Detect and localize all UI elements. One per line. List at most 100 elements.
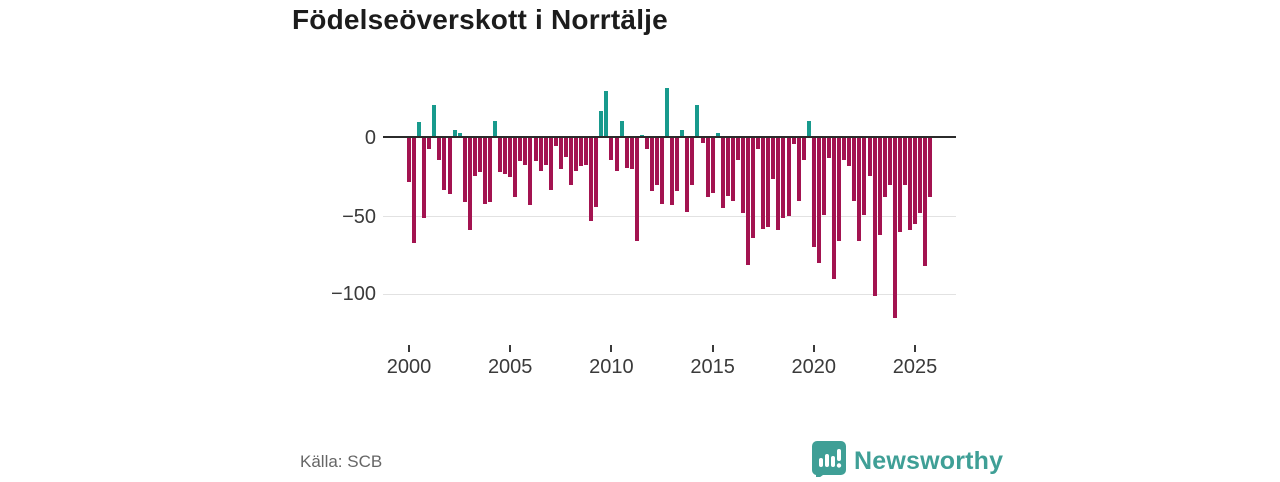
bar: [928, 138, 933, 197]
bar: [766, 138, 771, 227]
bar: [452, 130, 457, 138]
bar: [690, 138, 695, 185]
bar: [751, 138, 756, 238]
zero-axis-line: [383, 136, 956, 138]
bar: [629, 138, 634, 169]
x-axis: 2000 2005 2010 2015 2020 2025: [387, 0, 937, 480]
bar: [892, 138, 897, 318]
bar: [887, 138, 892, 185]
y-axis-label-minus100: −100: [330, 283, 376, 305]
bar: [670, 138, 675, 205]
bar: [913, 138, 917, 224]
bar: [482, 138, 487, 204]
bar: [417, 122, 422, 138]
bar: [710, 138, 715, 193]
bar: [806, 121, 811, 138]
bar: [543, 138, 548, 165]
bar: [533, 138, 538, 161]
bar: [568, 138, 573, 185]
bar: [634, 138, 639, 241]
x-tick-mark: [711, 345, 714, 352]
bar: [447, 138, 452, 194]
gridline-minus100: [383, 294, 956, 295]
bar: [776, 138, 781, 230]
bar: [781, 138, 786, 218]
bar: [649, 138, 654, 191]
bar: [574, 138, 578, 171]
bar: [518, 138, 523, 161]
bar: [715, 133, 720, 138]
bar: [472, 138, 477, 176]
bar: [695, 105, 700, 138]
bar: [508, 138, 513, 177]
bar: [735, 138, 740, 160]
bar: [837, 138, 842, 241]
bar: [675, 138, 680, 191]
bar: [432, 105, 437, 138]
y-axis-label-minus50: −50: [342, 206, 376, 228]
bar: [488, 138, 492, 202]
bar: [816, 138, 821, 263]
bar: [741, 138, 745, 213]
bar: [842, 138, 847, 160]
bar: [882, 138, 887, 197]
bar: [437, 138, 442, 160]
x-axis-label: 2025: [892, 356, 938, 378]
bar: [462, 138, 467, 202]
bar: [852, 138, 857, 201]
bar: [624, 138, 629, 168]
bar: [498, 138, 503, 172]
x-tick-mark: [610, 345, 613, 352]
bar: [725, 138, 730, 196]
x-tick-mark: [812, 345, 815, 352]
bar-chart-speech-bubble-icon: [811, 440, 846, 482]
bar: [654, 138, 659, 185]
bar: [614, 138, 619, 171]
bar: [604, 91, 609, 138]
bar: [756, 138, 761, 149]
x-axis-label: 2010: [589, 356, 634, 378]
x-axis-label: 2015: [690, 356, 735, 378]
x-tick-mark: [509, 345, 512, 352]
bar: [918, 138, 923, 213]
bar: [801, 138, 806, 160]
bar: [872, 138, 877, 296]
bar: [493, 121, 497, 138]
bar: [422, 138, 427, 218]
bar: [771, 138, 776, 179]
bar: [685, 138, 690, 212]
bar: [594, 138, 599, 207]
bar: [907, 138, 912, 230]
bar: [877, 138, 882, 235]
bar: [705, 138, 710, 197]
bar: [523, 138, 528, 165]
bar: [503, 138, 508, 174]
x-axis-label: 2020: [791, 356, 837, 378]
bar: [832, 138, 836, 279]
bar: [467, 138, 472, 230]
bar: [680, 130, 685, 138]
bar: [796, 138, 801, 201]
bar: [730, 138, 735, 201]
gridline-minus50: [383, 216, 956, 217]
bar: [746, 138, 750, 265]
y-axis-label-0: 0: [364, 127, 376, 149]
x-axis-label: 2005: [487, 356, 533, 378]
chart-title: Födelseöverskott i Norrtälje: [292, 4, 668, 35]
bar: [412, 138, 417, 243]
newsworthy-logo: Newsworthy: [811, 440, 1003, 482]
bar: [923, 138, 928, 266]
bar: [477, 138, 482, 172]
bar: [720, 138, 725, 208]
bar: [791, 138, 796, 144]
x-tick-mark: [408, 345, 410, 352]
bar: [538, 138, 543, 171]
bar: [599, 111, 604, 138]
bar: [619, 121, 624, 138]
bar: [584, 138, 589, 165]
bar: [609, 138, 614, 160]
bar: [553, 138, 558, 146]
bar: [579, 138, 583, 166]
bar: [558, 138, 563, 169]
